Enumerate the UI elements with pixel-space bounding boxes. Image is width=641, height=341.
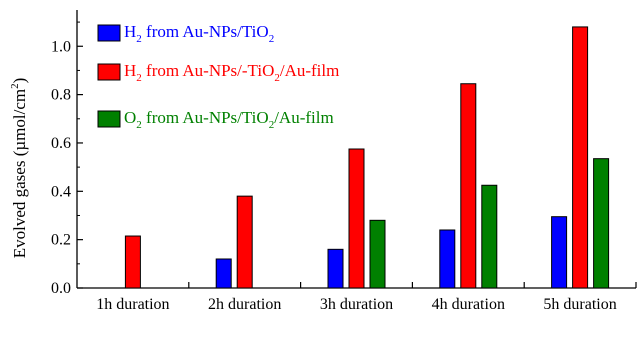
y-tick-label: 0.2 — [51, 232, 71, 249]
legend-swatch — [97, 63, 121, 81]
legend-entry: O2 from Au-NPs/TiO2/Au-film — [124, 108, 334, 131]
x-tick-label: 4h duration — [432, 296, 505, 313]
legend-swatch — [97, 110, 121, 128]
bar — [551, 216, 568, 289]
legend-entry: H2 from Au-NPs/TiO2 — [124, 22, 274, 45]
bar — [593, 158, 610, 289]
bar — [572, 26, 589, 289]
y-tick-label: 0.8 — [51, 87, 71, 104]
legend: H2 from Au-NPs/TiO2 H2 from Au-NPs/-TiO2/… — [97, 22, 339, 131]
x-tick-label: 1h duration — [96, 296, 169, 313]
x-tick-label: 2h duration — [208, 296, 281, 313]
y-tick-label: 0.6 — [51, 135, 71, 152]
bar — [460, 83, 477, 289]
x-tick-label: 3h duration — [320, 296, 393, 313]
y-tick-label: 1.0 — [51, 38, 71, 55]
y-tick-label: 0.0 — [51, 280, 71, 297]
bar — [439, 229, 456, 289]
bar — [348, 148, 365, 289]
bar — [236, 195, 253, 289]
plot-area: 0.0 0.2 0.4 0.6 0.8 1.0 1h duration 2h duration… — [51, 10, 637, 313]
bar — [369, 219, 386, 289]
bar — [215, 258, 232, 289]
y-tick-label: 0.4 — [51, 183, 71, 200]
x-tick-label: 5h duration — [543, 296, 616, 313]
y-axis-label: Evolved gases (µmol/cm2) — [9, 78, 29, 259]
legend-entry: H2 from Au-NPs/-TiO2/Au-film — [124, 61, 339, 84]
bar — [124, 235, 141, 289]
bar — [327, 248, 344, 289]
bar — [481, 184, 498, 289]
legend-swatch — [97, 24, 121, 42]
